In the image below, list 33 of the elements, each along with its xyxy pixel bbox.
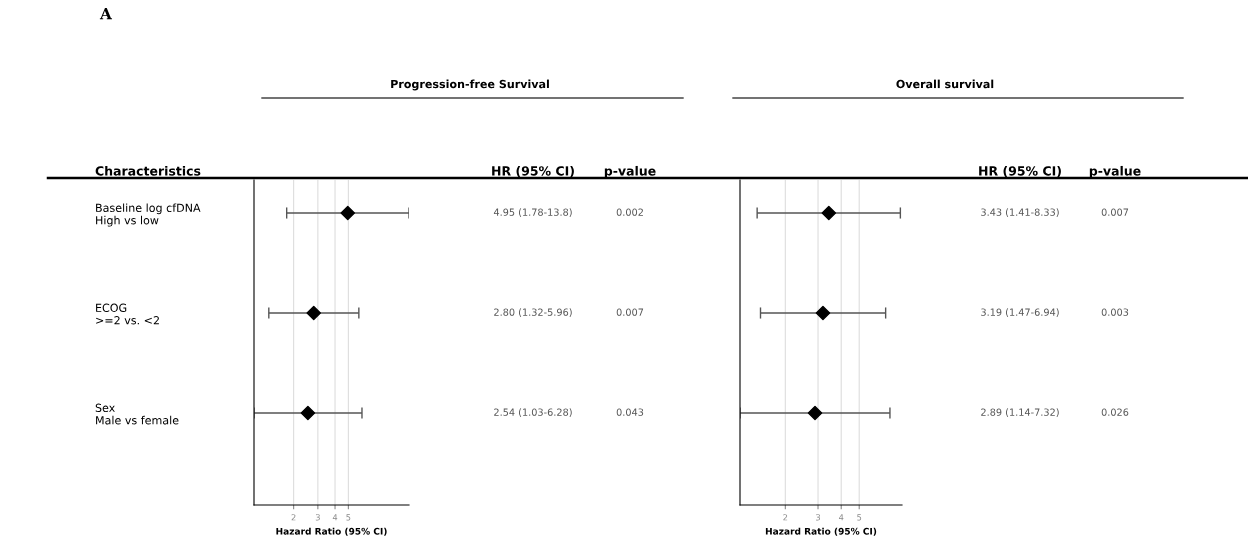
text: Overall survival (896, 79, 994, 89)
data-label: 2.80 (1.32-5.96) (494, 308, 572, 317)
text: 0.003 (1101, 308, 1129, 316)
text: p-value (1089, 165, 1141, 179)
text: 0.007 (616, 308, 644, 316)
x-tick-label: 2 (783, 514, 788, 521)
x-tick-label: 3 (816, 514, 820, 521)
y-axis-title: Characteristics (95, 165, 201, 176)
text: HR (95% CI) (979, 165, 1061, 178)
data-label: 3.19 (1.47-6.94) (981, 308, 1059, 317)
text: 0.043 (616, 408, 644, 416)
y-tick-label: ECOG >=2 vs. <2 (96, 303, 159, 325)
data-label: 3.43 (1.41-8.33) (981, 208, 1059, 217)
x-tick-label: 2 (291, 514, 296, 521)
x-tick-label: 5 (346, 514, 351, 521)
text: 0.026 (1101, 408, 1129, 416)
text: A (99, 8, 113, 20)
data-label: 4.95 (1.78-13.8) (493, 208, 572, 217)
x-tick-label: 4 (332, 514, 338, 521)
data-label: 2.89 (1.14-7.32) (981, 408, 1059, 417)
data-label: 2.54 (1.03-6.28) (494, 408, 572, 417)
y-tick-label: Sex Male vs female (95, 403, 179, 425)
x-tick-label: 5 (857, 514, 862, 521)
x-axis-title: Hazard Ratio (95% CI) (765, 527, 877, 536)
x-axis-title: Hazard Ratio (95% CI) (276, 527, 387, 536)
text: p-value (604, 165, 656, 179)
text: 0.007 (1101, 208, 1129, 216)
text: 0.002 (616, 208, 643, 216)
text: Progression-free Survival (391, 79, 549, 91)
x-tick-label: 3 (315, 514, 320, 521)
text: HR (95% CI) (492, 165, 574, 178)
y-tick-label: Baseline log cfDNA High vs low (96, 203, 201, 227)
x-tick-label: 4 (838, 514, 844, 521)
